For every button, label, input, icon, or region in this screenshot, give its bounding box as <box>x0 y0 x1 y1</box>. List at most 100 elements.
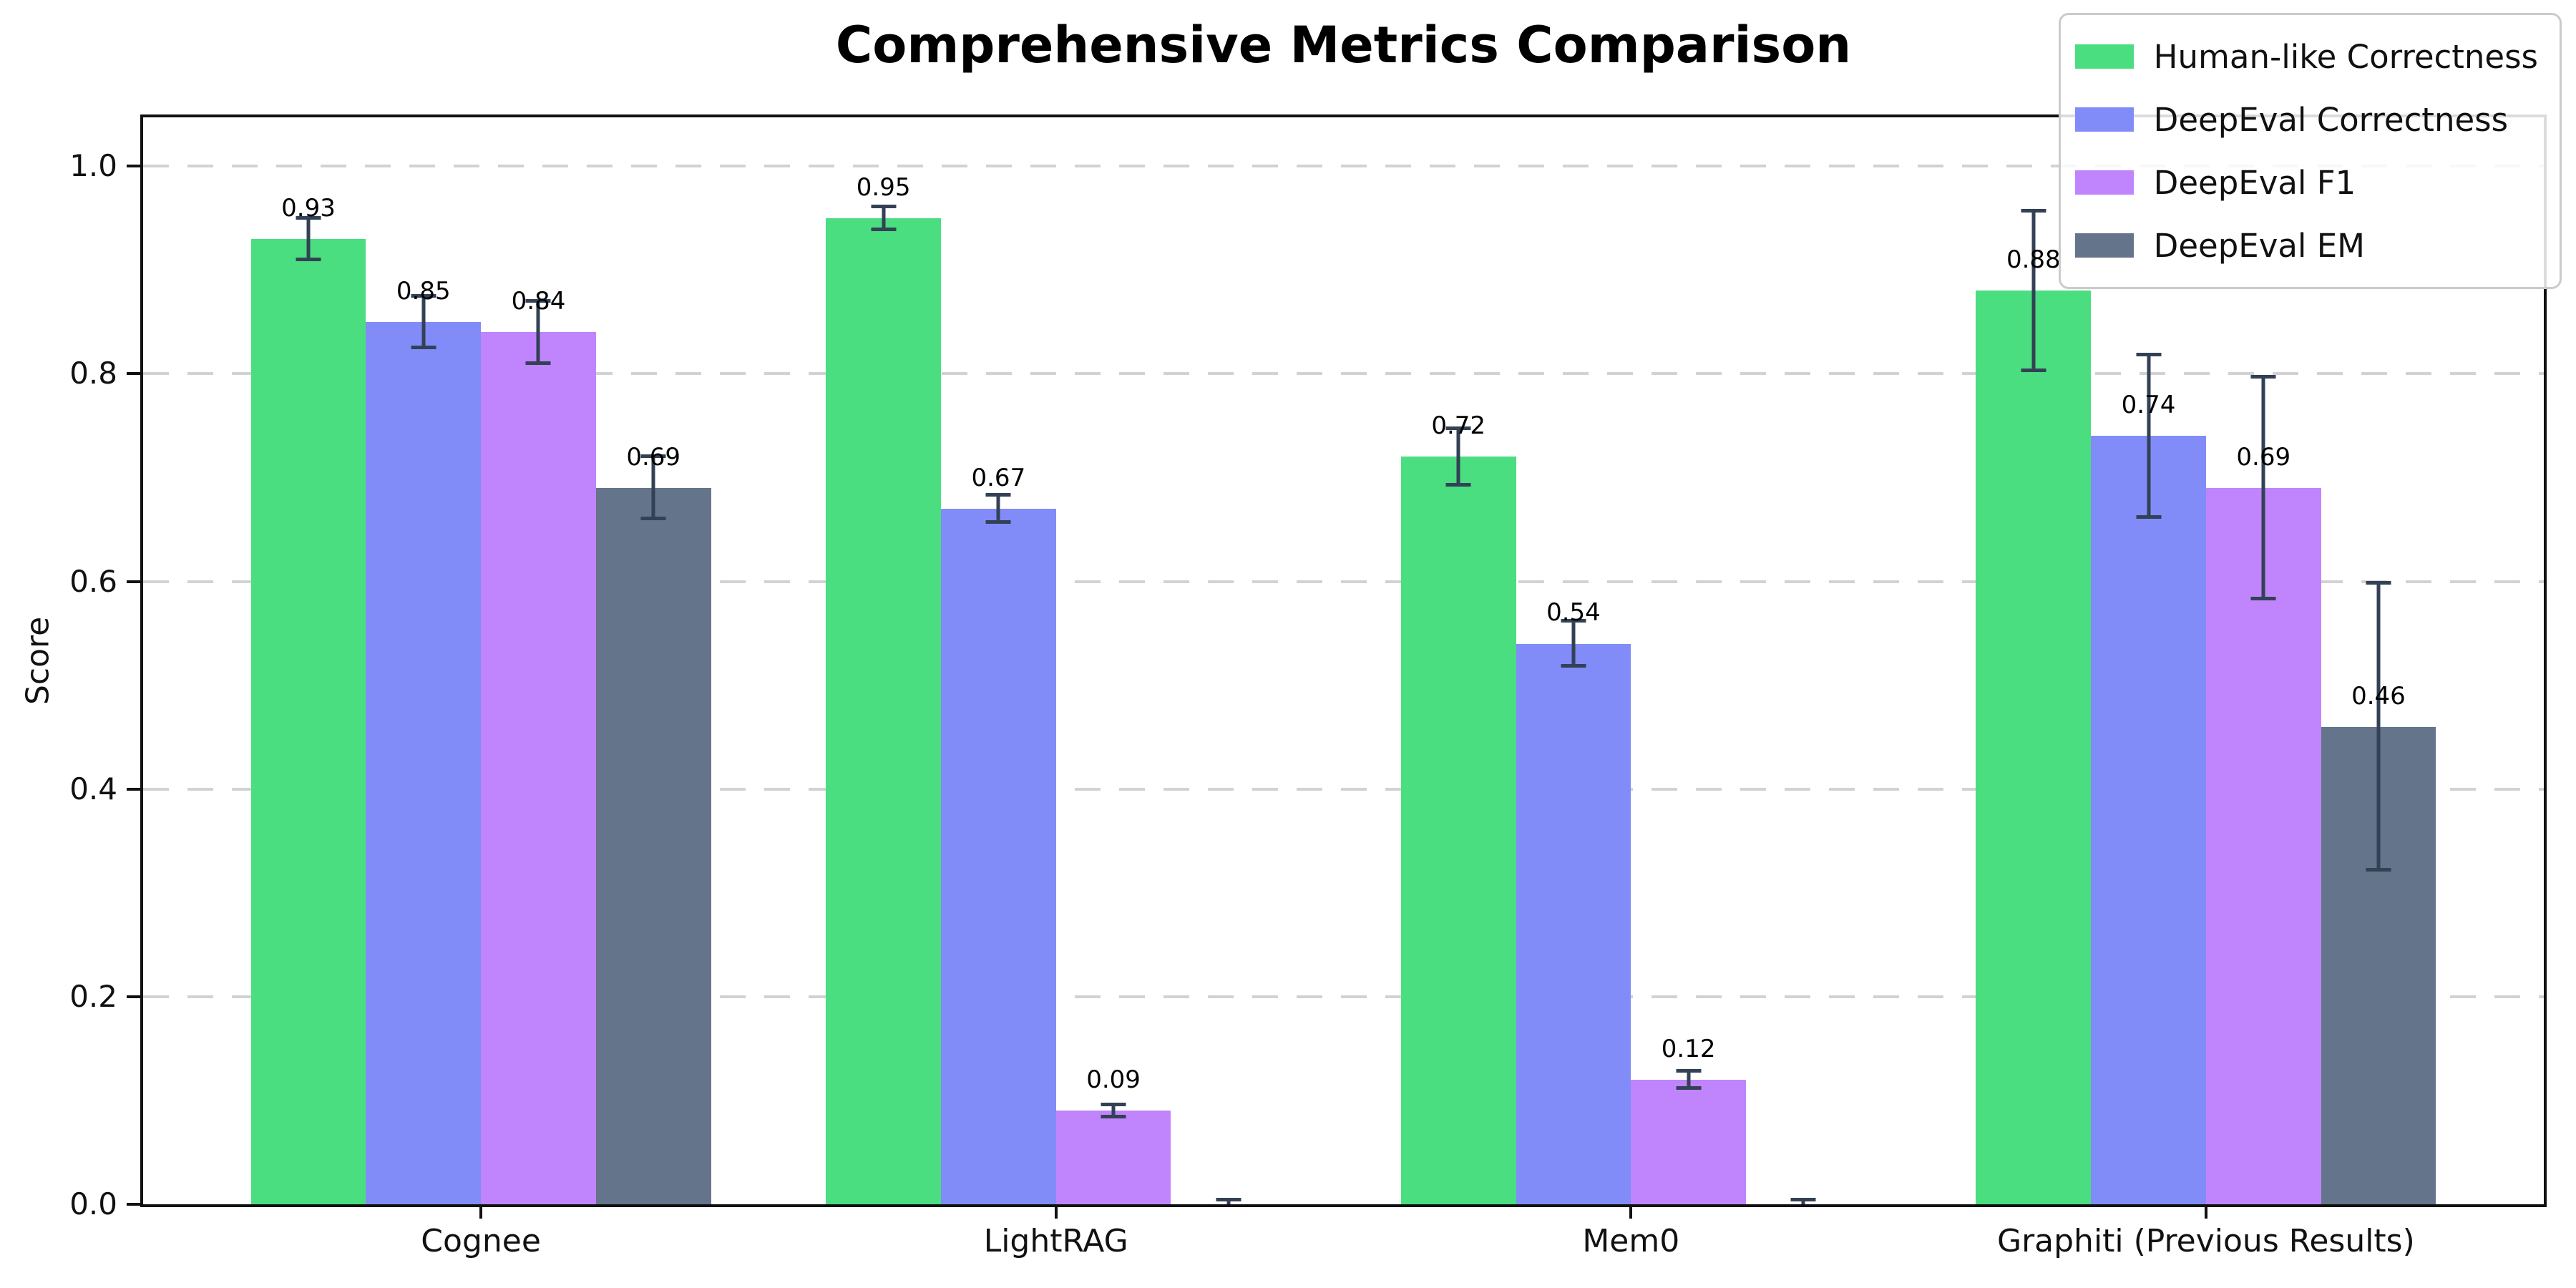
error-bar <box>996 495 1000 522</box>
error-bar-cap-bottom <box>1676 1085 1702 1090</box>
error-bar-cap-top <box>411 293 436 298</box>
value-label: 0.72 <box>1431 411 1486 441</box>
gridline <box>143 995 2544 998</box>
error-bar-cap-bottom <box>2250 597 2276 601</box>
error-bar <box>2261 376 2265 600</box>
error-bar-cap-top <box>1790 1198 1816 1202</box>
y-tick-mark <box>127 165 140 168</box>
value-label: 0.54 <box>1546 598 1601 628</box>
error-bar <box>882 206 886 230</box>
value-label: 0.93 <box>281 193 336 223</box>
y-tick-label: 0.4 <box>69 771 117 806</box>
value-label: 0.74 <box>2121 391 2176 420</box>
error-bar-cap-top <box>2021 208 2046 213</box>
value-label: 0.09 <box>1086 1065 1141 1095</box>
error-bar <box>1226 1200 1231 1204</box>
error-bar-cap-top <box>1676 1069 1702 1073</box>
error-bar-cap-bottom <box>2366 867 2391 872</box>
legend: Human-like Correctness DeepEval Correctne… <box>2058 13 2562 289</box>
value-label: 0.85 <box>396 276 451 306</box>
bar <box>595 487 711 1204</box>
y-tick-label: 0.8 <box>69 356 117 391</box>
y-tick-mark <box>127 995 140 998</box>
legend-swatch <box>2074 44 2134 69</box>
bar <box>1055 1111 1171 1204</box>
error-bar-cap-bottom <box>1445 482 1471 487</box>
bar <box>2091 436 2206 1204</box>
y-tick-mark <box>127 787 140 791</box>
gridline <box>143 165 2544 168</box>
error-bar-cap-top <box>985 493 1011 497</box>
error-bar-cap-top <box>525 298 551 303</box>
error-bar <box>1571 620 1576 667</box>
error-bar <box>1687 1071 1691 1088</box>
error-bar <box>1801 1200 1805 1204</box>
error-bar-cap-bottom <box>2021 369 2046 372</box>
x-tick-label: Mem0 <box>1582 1223 1680 1259</box>
bar <box>250 238 366 1204</box>
x-tick-mark <box>2204 1207 2207 1219</box>
error-bar <box>2376 583 2381 870</box>
legend-label: DeepEval F1 <box>2153 163 2356 202</box>
value-label: 0.69 <box>626 442 681 472</box>
legend-item: DeepEval F1 <box>2074 151 2538 214</box>
error-bar <box>651 457 655 519</box>
bar <box>1400 457 1516 1204</box>
error-bar <box>2031 210 2036 371</box>
y-tick-mark <box>127 1203 140 1206</box>
x-tick-mark <box>1054 1207 1058 1219</box>
value-label: 0.69 <box>2236 442 2291 472</box>
gridline <box>143 372 2544 376</box>
y-tick-label: 0.2 <box>69 978 117 1014</box>
x-tick-mark <box>1629 1207 1633 1219</box>
error-bar-cap-top <box>2366 581 2391 585</box>
value-label: 0.84 <box>511 287 566 316</box>
value-label: 0.95 <box>856 172 911 202</box>
legend-item: DeepEval Correctness <box>2074 88 2538 151</box>
error-bar-cap-top <box>1561 618 1586 623</box>
chart-title: Comprehensive Metrics Comparison <box>835 16 1852 74</box>
error-bar-cap-top <box>2250 374 2276 379</box>
y-axis-label: Score <box>19 616 57 706</box>
error-bar-cap-bottom <box>525 361 551 365</box>
x-tick-label: LightRAG <box>983 1223 1128 1259</box>
error-bar-cap-top <box>1445 426 1471 431</box>
bar <box>1976 291 2092 1204</box>
error-bar-cap-bottom <box>871 227 897 231</box>
legend-label: Human-like Correctness <box>2153 37 2538 76</box>
error-bar-cap-top <box>640 454 666 459</box>
bar <box>826 218 941 1204</box>
error-bar-cap-top <box>1101 1102 1126 1106</box>
error-bar <box>1456 429 1460 485</box>
y-tick-mark <box>127 580 140 583</box>
error-bar-cap-bottom <box>296 257 321 261</box>
bar <box>1516 643 1631 1204</box>
gridline <box>143 787 2544 791</box>
y-tick-label: 1.0 <box>69 148 117 184</box>
error-bar <box>421 296 426 348</box>
bar <box>940 508 1056 1204</box>
legend-swatch <box>2074 170 2134 195</box>
x-tick-mark <box>479 1207 483 1219</box>
bar <box>366 321 482 1204</box>
error-bar-cap-bottom <box>640 517 666 521</box>
error-bar-cap-bottom <box>411 346 436 350</box>
plot-area: 0.0 0.2 0.4 0.6 0.8 1.0 Cognee LightRAG Mem0 Grap… <box>69 114 2547 1257</box>
value-label: 0.88 <box>2006 245 2061 275</box>
error-bar <box>2147 355 2151 517</box>
value-label: 0.67 <box>971 463 1026 492</box>
error-bar <box>306 218 311 260</box>
gridline <box>143 580 2544 583</box>
bar <box>2205 487 2321 1204</box>
bar <box>481 332 596 1204</box>
error-bar-cap-bottom <box>1101 1115 1126 1119</box>
y-tick-label: 0.6 <box>69 563 117 599</box>
error-bar-cap-bottom <box>985 519 1011 524</box>
error-bar-cap-bottom <box>1561 664 1586 668</box>
error-bar <box>536 301 540 364</box>
bar <box>1631 1079 1746 1204</box>
legend-item: DeepEval EM <box>2074 214 2538 277</box>
error-bar-cap-top <box>296 215 321 220</box>
legend-item: Human-like Correctness <box>2074 25 2538 88</box>
